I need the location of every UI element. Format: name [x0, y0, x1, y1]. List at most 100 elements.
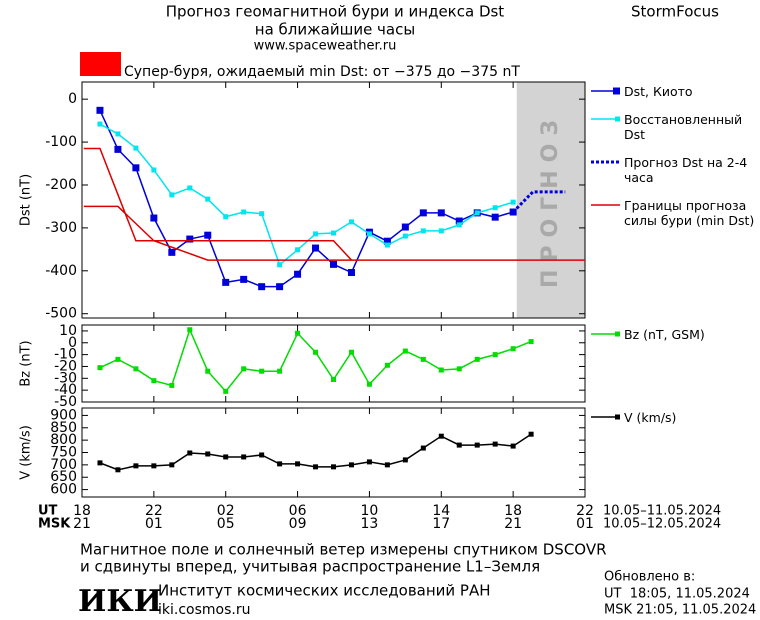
msk-tick-label: 21 [504, 516, 522, 532]
y-tick-label: 700 [50, 457, 77, 473]
legend-swatch [591, 160, 620, 164]
msk-tick-label: 21 [73, 516, 91, 532]
data-point [348, 349, 354, 355]
data-point [168, 248, 176, 256]
data-point [115, 356, 121, 362]
y-tick-label: 0 [68, 91, 77, 107]
data-point [133, 145, 139, 151]
data-point [330, 260, 337, 268]
data-point [277, 262, 283, 268]
y-tick-label: -40 [54, 382, 77, 398]
x-tick-label: 22 [576, 503, 594, 519]
data-point [295, 461, 301, 467]
series-line [99, 327, 532, 393]
x-tick-label: 10 [361, 503, 379, 519]
y-tick-label: 0 [68, 335, 77, 351]
msk-label: MSK [38, 517, 71, 532]
y-tick-label: 650 [50, 469, 77, 485]
data-point [510, 346, 516, 352]
data-point [169, 462, 175, 468]
data-point [492, 441, 498, 447]
msk-tick-label: 13 [361, 516, 379, 532]
legend-swatch [591, 414, 620, 420]
data-point [366, 231, 372, 237]
data-point [510, 443, 516, 449]
y-tick-label: 10 [59, 323, 77, 339]
panel-frame [81, 407, 586, 498]
data-point [456, 442, 462, 448]
brand: StormFocus [631, 3, 719, 21]
data-point [97, 121, 103, 127]
legend-label: Границы прогноза силы бури (min Dst) [624, 198, 755, 228]
title: Прогноз геомагнитной бури и индекса Dst [166, 3, 505, 21]
legend: Dst, Киото Восстановленный Dst Прогноз Dst… [590, 84, 758, 241]
y-tick-label: -10 [54, 347, 77, 363]
alert-box [80, 52, 121, 76]
data-point [419, 209, 427, 217]
data-point [295, 330, 301, 336]
legend-swatch [591, 331, 620, 337]
y-tick-label: 750 [50, 445, 77, 461]
data-point [402, 233, 408, 239]
legend-item: Прогноз Dst на 2-4 часа [590, 155, 758, 185]
note: Магнитное поле и солнечный ветер измерен… [80, 541, 607, 559]
data-point [331, 464, 336, 470]
x-tick-label: 14 [432, 503, 450, 519]
legend-label: Прогноз Dst на 2-4 часа [624, 155, 748, 185]
legend: Bz (nT, GSM) [590, 327, 758, 355]
data-point [241, 366, 247, 372]
data-point [295, 247, 301, 253]
data-point [133, 366, 139, 372]
updated-msk: MSK 21:05, 11.05.2024 [604, 603, 756, 618]
swatch-marker [615, 116, 620, 122]
data-point [204, 231, 212, 239]
legend-swatch [591, 87, 620, 95]
data-point [347, 269, 355, 277]
subtitle: на ближайшие часы [255, 21, 415, 39]
data-point [205, 196, 211, 202]
data-point [420, 356, 426, 362]
msk-tick-label: 01 [576, 516, 594, 532]
data-point [420, 228, 426, 234]
updated: Обновлено в: [604, 570, 695, 585]
data-point [491, 213, 499, 221]
data-point [456, 222, 462, 228]
data-point [259, 368, 265, 374]
x-tick-label: 18 [504, 503, 522, 519]
data-point [312, 244, 320, 252]
panel-frame [81, 81, 586, 319]
logo: ИКИ [78, 584, 162, 619]
forecast-region [516, 82, 585, 318]
series-line [83, 147, 585, 261]
data-point [186, 235, 194, 243]
y-axis-label: Bz (nT) [19, 340, 34, 386]
data-point [474, 210, 480, 216]
data-point [420, 445, 426, 451]
data-point [97, 365, 103, 371]
swatch-marker [615, 331, 620, 337]
data-point [223, 454, 229, 460]
data-point [169, 192, 175, 198]
legend-swatch [591, 116, 620, 122]
legend-label: Dst, Киото [624, 84, 693, 99]
legend-item: V (km/s) [590, 410, 758, 425]
data-point [205, 451, 211, 457]
data-point [384, 362, 390, 368]
data-point [222, 278, 230, 286]
y-tick-label: -300 [45, 220, 77, 236]
data-point [187, 185, 193, 191]
data-point [438, 228, 444, 234]
series-line [99, 123, 514, 267]
data-point [331, 376, 336, 382]
data-point [277, 461, 283, 467]
data-point [384, 462, 390, 468]
note: и сдвинуты вперед, учитывая распростране… [80, 558, 540, 576]
data-point [510, 199, 516, 205]
x-tick-label: 06 [289, 503, 307, 519]
data-point [205, 368, 211, 374]
data-point [115, 131, 121, 137]
data-point [294, 270, 302, 278]
data-point [366, 381, 372, 387]
data-point [437, 209, 445, 217]
data-point [366, 459, 372, 465]
